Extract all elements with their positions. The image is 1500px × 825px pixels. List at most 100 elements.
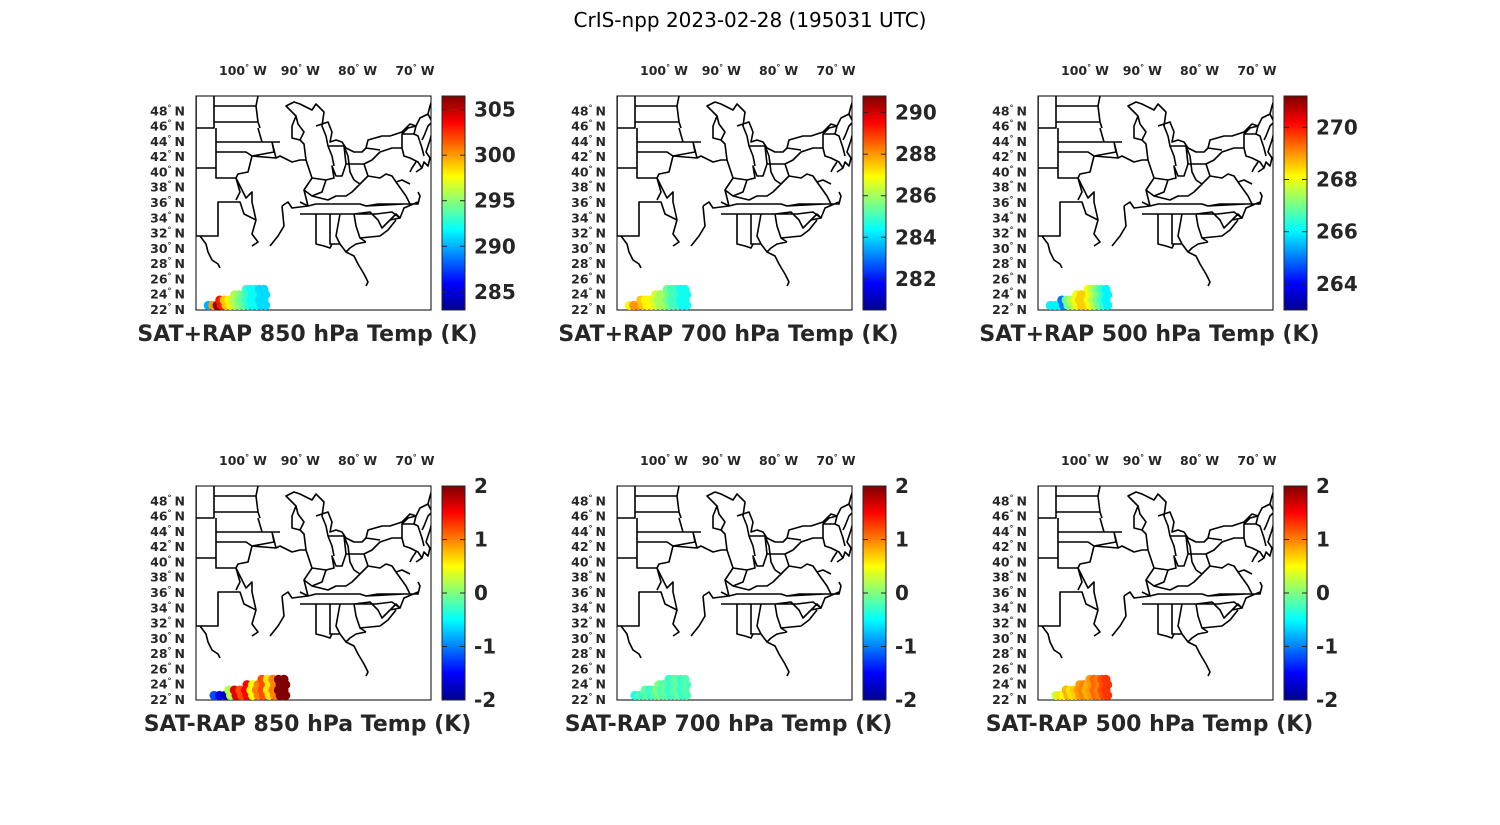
lat-tick-label: 34° N: [150, 210, 185, 225]
lat-tick-label: 30° N: [150, 241, 185, 256]
lat-tick-label: 42° N: [571, 149, 606, 164]
lon-tick-label: 90° W: [702, 63, 741, 78]
lon-tick-label: 100° W: [219, 63, 267, 78]
lat-tick-label: 38° N: [992, 570, 1027, 585]
map-panels: 100° W 90° W 80° W 70° W48° N46° N44° N42° N40° N38°…: [137, 63, 1357, 737]
lon-tick-label: 90° W: [702, 453, 741, 468]
lon-tick-label: 80° W: [1180, 63, 1219, 78]
lat-tick-label: 36° N: [571, 585, 606, 600]
lat-tick-label: 32° N: [571, 616, 606, 631]
colorbar-tick-label: 284: [895, 225, 937, 249]
colorbar: [1283, 95, 1308, 311]
panel-title: SAT-RAP 850 hPa Temp (K): [144, 712, 472, 737]
colorbar-tick-label: 266: [1316, 220, 1358, 244]
lat-tick-label: 46° N: [150, 119, 185, 134]
map-panel-4: 100° W 90° W 80° W 70° W 48° N46° N44° N42° N40° N38°…: [144, 453, 497, 737]
map-frame: [616, 95, 853, 311]
map-frame: [616, 485, 853, 701]
panel-title: SAT+RAP 850 hPa Temp (K): [137, 322, 477, 347]
colorbar-tick-label: 1: [1316, 528, 1330, 552]
panel-title: SAT-RAP 500 hPa Temp (K): [986, 712, 1314, 737]
lat-tick-label: 46° N: [571, 509, 606, 524]
lat-tick-label: 24° N: [571, 287, 606, 302]
lat-tick-label: 34° N: [992, 210, 1027, 225]
map-frame: [195, 485, 432, 701]
lat-tick-label: 40° N: [992, 164, 1027, 179]
swath-point: [279, 674, 289, 684]
map-panel-2: 100° W 90° W 80° W 70° W 48° N46° N44° N42° N40° N38°…: [558, 63, 936, 347]
lon-tick-label: 90° W: [1123, 63, 1162, 78]
lat-tick-label: 32° N: [992, 616, 1027, 631]
lat-tick-label: 24° N: [992, 287, 1027, 302]
lat-tick-label: 44° N: [150, 524, 185, 539]
lat-tick-label: 26° N: [571, 661, 606, 676]
lat-tick-label: 32° N: [571, 226, 606, 241]
lon-tick-label: 80° W: [1180, 453, 1219, 468]
lat-tick-label: 36° N: [150, 585, 185, 600]
lat-tick-label: 48° N: [571, 103, 606, 118]
lat-tick-label: 42° N: [150, 539, 185, 554]
map-frame: [1037, 95, 1274, 311]
lat-tick-label: 32° N: [150, 226, 185, 241]
lat-tick-label: 26° N: [150, 271, 185, 286]
lon-tick-label: 90° W: [281, 63, 320, 78]
lat-tick-label: 36° N: [150, 195, 185, 210]
colorbar-tick-label: 1: [895, 528, 909, 552]
map-panel-5: 100° W 90° W 80° W 70° W 48° N46° N44° N42° N40° N38°…: [565, 453, 918, 737]
lat-tick-label: 30° N: [571, 241, 606, 256]
colorbar-tick-label: 2: [1316, 474, 1330, 498]
swath-points: [630, 674, 692, 700]
swath-points: [203, 284, 271, 310]
colorbar-tick-label: -1: [1316, 635, 1338, 659]
lon-tick-label: 100° W: [1061, 453, 1109, 468]
colorbar-tick-label: 286: [895, 184, 937, 208]
lon-tick-label: 100° W: [219, 453, 267, 468]
lat-tick-label: 26° N: [571, 271, 606, 286]
lat-tick-label: 46° N: [571, 119, 606, 134]
lat-tick-label: 38° N: [992, 180, 1027, 195]
lat-tick-label: 48° N: [150, 103, 185, 118]
lon-tick-label: 80° W: [759, 63, 798, 78]
figure-title: CrIS-npp 2023-02-28 (195031 UTC): [574, 8, 927, 32]
lat-tick-label: 44° N: [992, 134, 1027, 149]
lat-tick-label: 24° N: [150, 287, 185, 302]
lat-tick-label: 48° N: [992, 493, 1027, 508]
swath-point: [1101, 284, 1111, 294]
lon-tick-label: 80° W: [338, 63, 377, 78]
lat-tick-label: 28° N: [571, 646, 606, 661]
lat-tick-label: 42° N: [150, 149, 185, 164]
lon-tick-label: 90° W: [281, 453, 320, 468]
colorbar-tick-label: 305: [474, 98, 516, 122]
lat-tick-label: 46° N: [150, 509, 185, 524]
map-panel-6: 100° W 90° W 80° W 70° W 48° N46° N44° N42° N40° N38°…: [986, 453, 1339, 737]
lat-tick-label: 30° N: [992, 241, 1027, 256]
lat-tick-label: 28° N: [150, 646, 185, 661]
colorbar-tick-label: 300: [474, 143, 516, 167]
lat-tick-label: 38° N: [571, 570, 606, 585]
lat-tick-label: 40° N: [150, 554, 185, 569]
lat-tick-label: 22° N: [992, 302, 1027, 317]
lat-tick-label: 30° N: [992, 631, 1027, 646]
lat-tick-label: 40° N: [571, 554, 606, 569]
lat-tick-label: 42° N: [571, 539, 606, 554]
colorbar-tick-label: 2: [895, 474, 909, 498]
lon-tick-label: 70° W: [816, 453, 855, 468]
lat-tick-label: 28° N: [571, 256, 606, 271]
map-frame: [195, 95, 432, 311]
colorbar-tick-label: -1: [895, 635, 917, 659]
lat-tick-label: 34° N: [571, 210, 606, 225]
lat-tick-label: 38° N: [571, 180, 606, 195]
lat-tick-label: 44° N: [992, 524, 1027, 539]
lat-tick-label: 48° N: [992, 103, 1027, 118]
swath-point: [259, 284, 269, 294]
lat-tick-label: 32° N: [150, 616, 185, 631]
panel-title: SAT-RAP 700 hPa Temp (K): [565, 712, 893, 737]
lon-tick-label: 100° W: [1061, 63, 1109, 78]
lat-tick-label: 40° N: [992, 554, 1027, 569]
swath-point: [680, 284, 690, 294]
lat-tick-label: 38° N: [150, 570, 185, 585]
lat-tick-label: 42° N: [992, 149, 1027, 164]
map-frame: [1037, 485, 1274, 701]
lat-tick-label: 24° N: [150, 677, 185, 692]
